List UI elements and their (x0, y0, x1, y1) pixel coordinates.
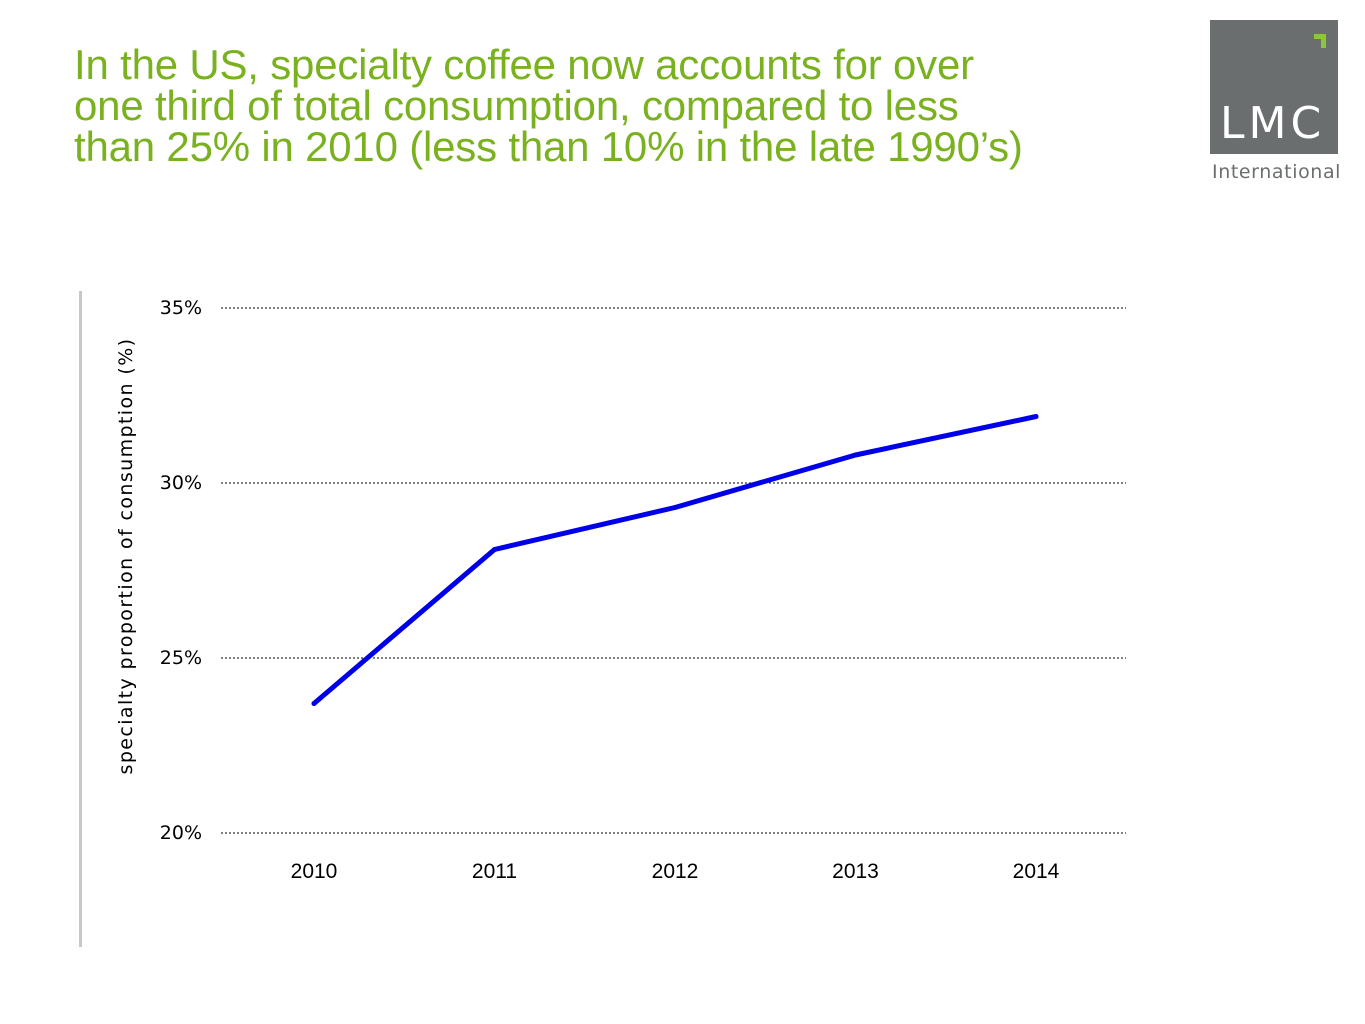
gridlines (221, 307, 1126, 834)
y-axis-label: specialty proportion of consumption (%) (115, 338, 137, 775)
x-tick-label: 2014 (1013, 860, 1060, 883)
x-axis-ticks: 2010 2011 2012 2013 2014 (291, 860, 1060, 883)
title-line-3: than 25% in 2010 (less than 10% in the l… (74, 123, 1023, 170)
series-line (311, 414, 1039, 706)
data-point (492, 547, 497, 552)
y-tick-label: 30% (160, 472, 202, 494)
data-point (1033, 414, 1039, 419)
x-tick-label: 2012 (652, 860, 699, 883)
logo-wordmark: LMC (1220, 98, 1326, 149)
logo-corner-mark (1314, 34, 1326, 48)
y-tick-label: 35% (160, 297, 202, 319)
logo-subtitle: International (1212, 161, 1342, 183)
lmc-logo: LMC International (1210, 20, 1342, 184)
slide-title: In the US, specialty coffee now accounts… (74, 41, 1184, 170)
logo-box: LMC (1210, 20, 1338, 154)
y-tick-label: 20% (160, 822, 202, 844)
title-line-2: one third of total consumption, compared… (74, 82, 959, 129)
y-tick-label: 25% (160, 647, 202, 669)
x-tick-label: 2010 (291, 860, 338, 883)
title-line-1: In the US, specialty coffee now accounts… (74, 41, 974, 88)
data-point (311, 701, 317, 706)
x-tick-label: 2011 (472, 860, 517, 883)
data-point (853, 452, 858, 458)
data-point (672, 505, 678, 510)
series-group (311, 414, 1039, 706)
side-divider (79, 291, 82, 947)
x-tick-label: 2013 (832, 860, 879, 883)
y-axis-ticks: 20% 25% 30% 35% (160, 297, 202, 844)
